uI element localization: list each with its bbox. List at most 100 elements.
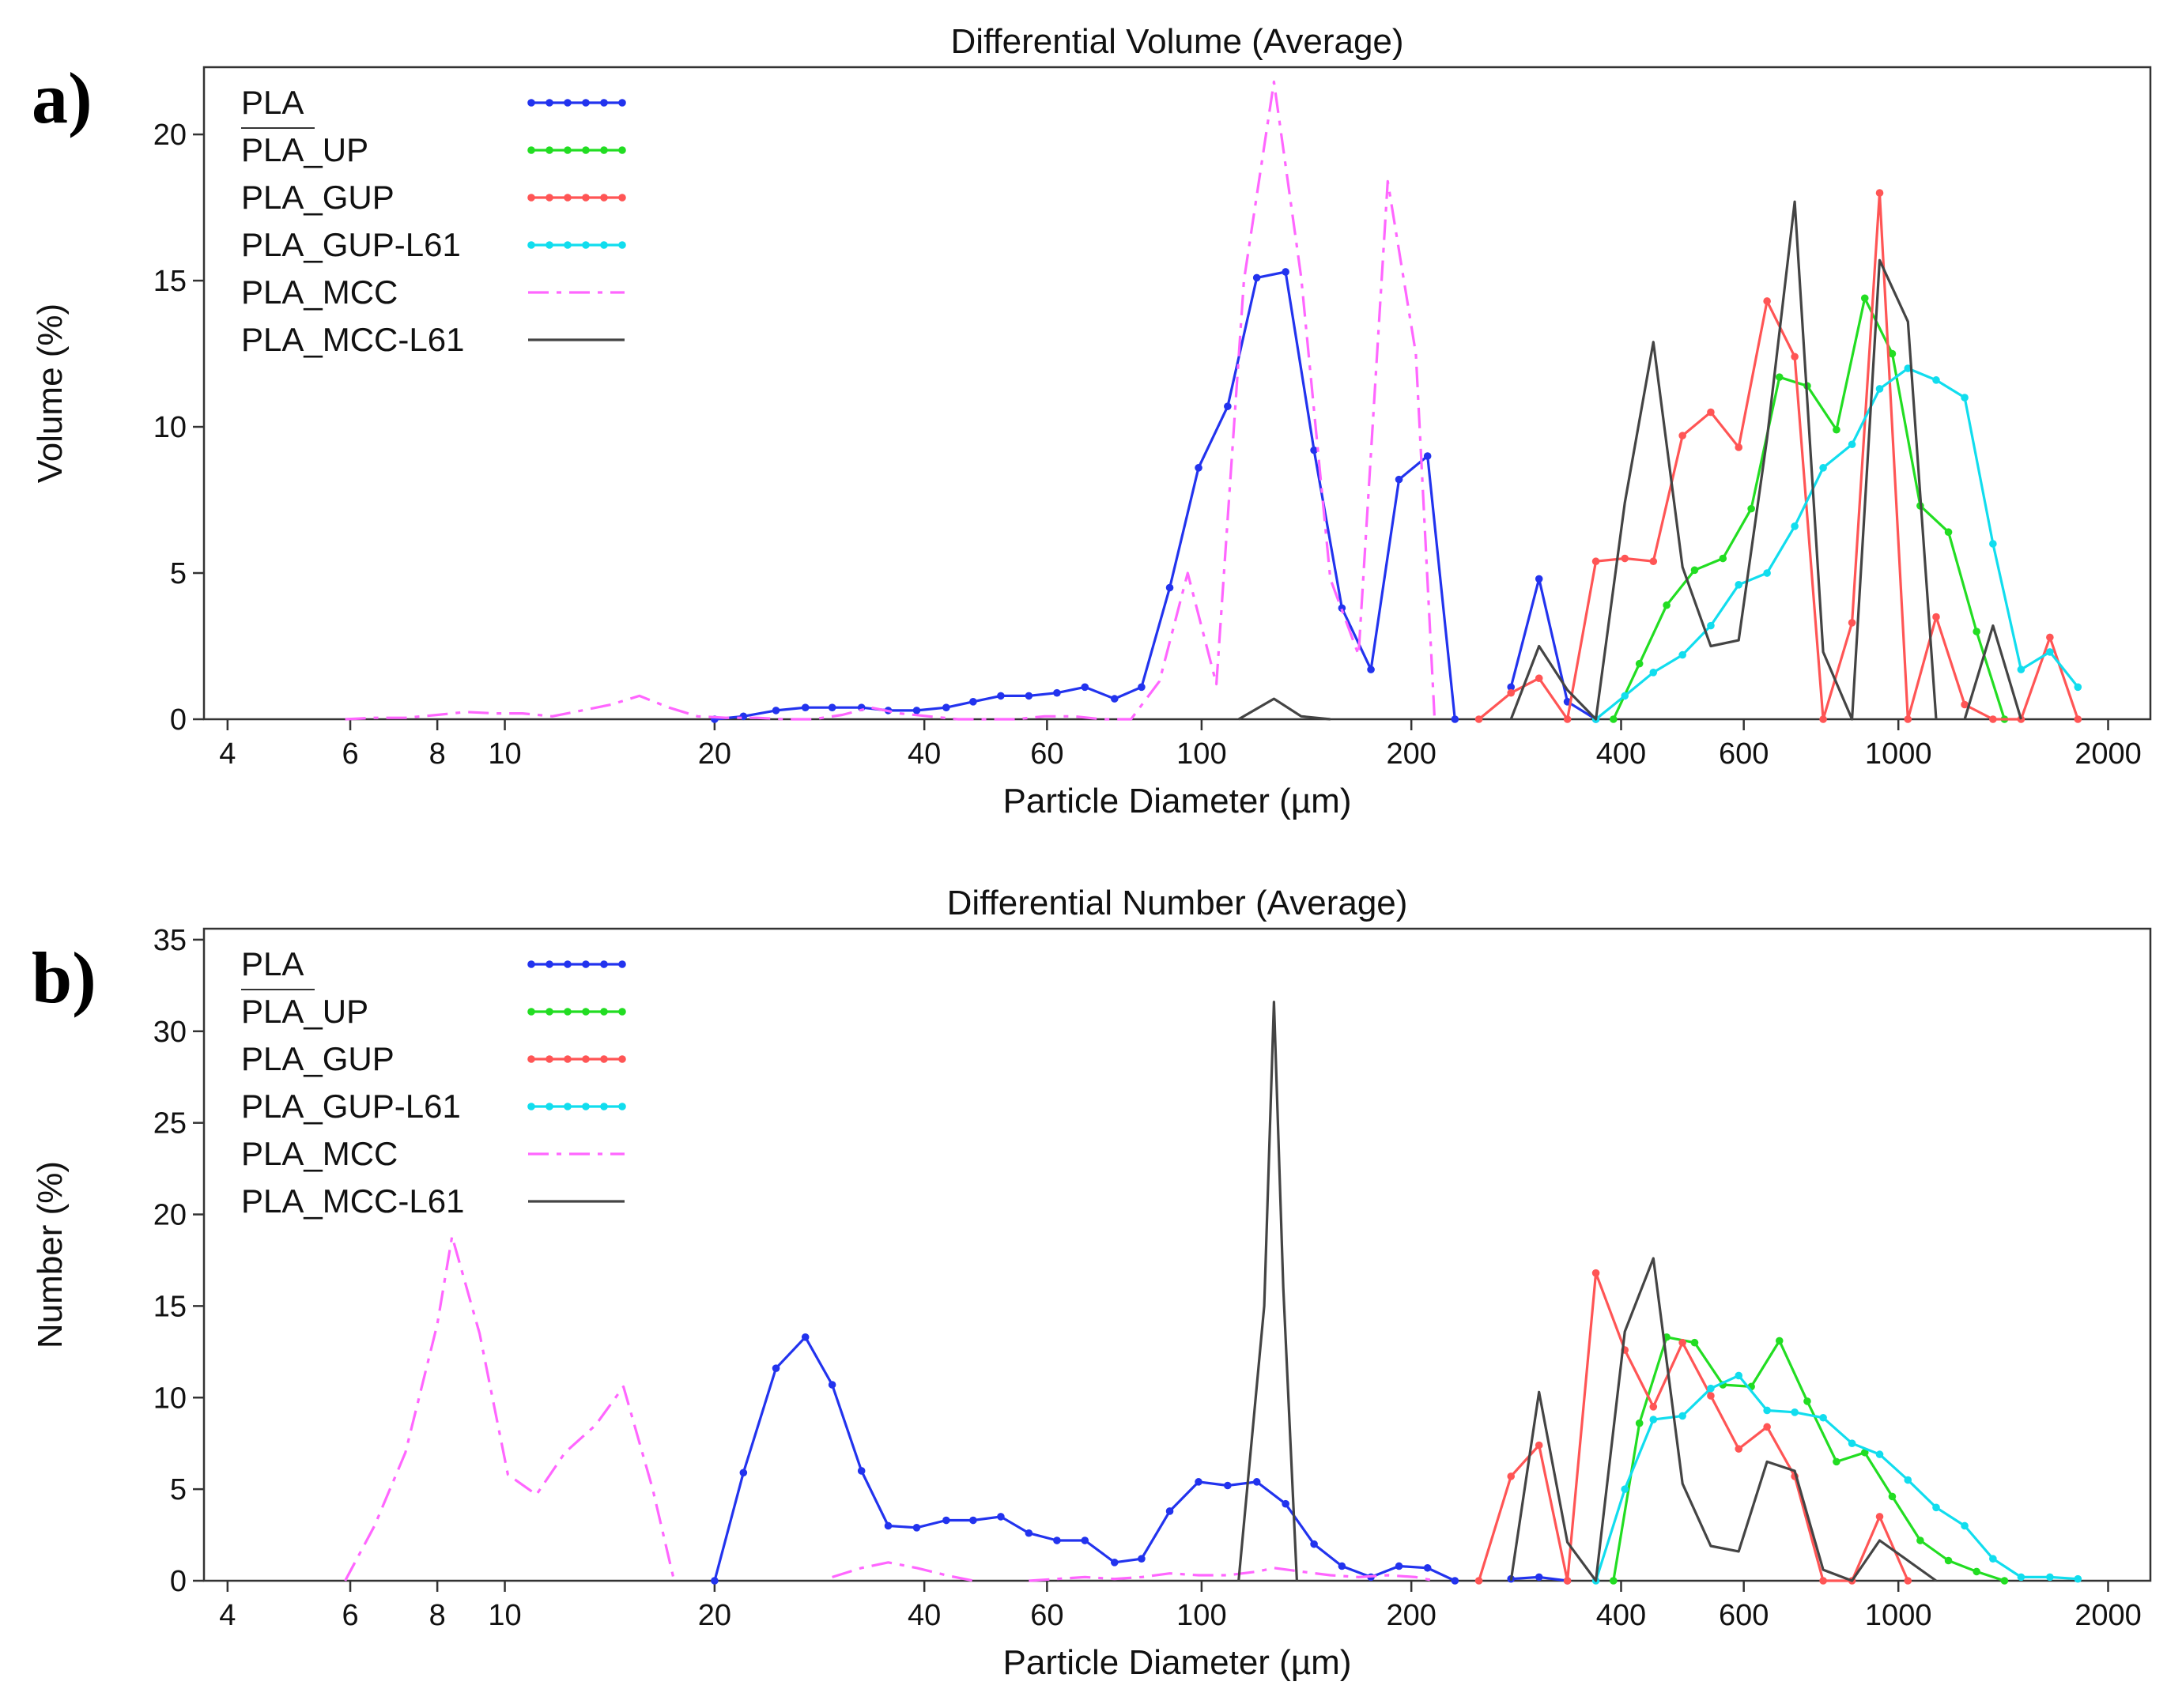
x-tick-label: 200 [1386,737,1436,771]
data-point-pla_gup [1649,1403,1658,1411]
data-point-pla_up [1635,659,1644,668]
series-line-pla_mcc [1029,1567,1435,1582]
x-tick-label: 10 [488,737,521,771]
data-point-pla_gup [1763,297,1771,305]
data-point-pla_gup [1904,715,1912,723]
plot-area-frame [202,927,2152,1582]
legend-swatch-marker [564,241,572,249]
legend-label: PLA_GUP [241,1040,395,1077]
x-tick-label: 8 [429,1599,446,1632]
data-point-pla [1224,402,1232,410]
y-tick-label: 5 [170,1473,187,1506]
data-point-pla_gup [1819,715,1827,723]
data-point-pla [1110,695,1119,703]
data-point-pla_gup-l61 [1621,1485,1629,1493]
legend-swatch-marker [527,1103,535,1110]
legend-swatch-marker [564,1103,572,1110]
legend-swatch-marker [546,1055,553,1063]
legend-swatch-marker [527,99,535,107]
data-point-pla_gup [1678,1338,1686,1347]
legend-swatch-marker [600,241,608,249]
legend-swatch-marker [546,1103,553,1110]
data-point-pla_up [1833,1457,1840,1466]
legend-swatch-marker [618,1103,626,1110]
legend-swatch-marker [618,960,626,968]
y-tick-label: 0 [170,703,187,737]
legend-swatch-marker [618,241,626,249]
data-point-pla [1367,665,1375,673]
x-tick-label: 600 [1719,1599,1769,1632]
legend-swatch-marker [618,1008,626,1016]
data-point-pla [884,1521,893,1530]
series-line-pla_up [1612,1336,2005,1582]
data-point-pla [1423,1563,1432,1572]
data-point-pla [1138,683,1146,692]
data-point-pla [1195,464,1202,472]
legend-swatch-marker [527,146,535,154]
y-tick-label: 35 [153,924,187,957]
series-line-pla_gup-l61 [1595,367,2079,721]
x-axis-label: Particle Diameter (µm) [1003,782,1352,820]
data-point-pla_up [1888,1492,1897,1501]
series-line-pla_mcc [344,1235,676,1582]
data-point-pla_up [1888,349,1897,358]
data-point-pla_gup-l61 [2017,1573,2025,1582]
data-point-pla_gup-l61 [1961,1521,1969,1530]
data-point-pla_gup-l61 [1707,1384,1715,1393]
legend-label: PLA [241,945,304,982]
x-tick-label: 2000 [2075,1599,2142,1632]
data-point-pla_up [1833,425,1840,434]
data-point-pla_gup-l61 [1848,1439,1856,1447]
data-point-pla_gup [1507,688,1516,697]
legend-swatch-marker [564,194,572,202]
data-point-pla [912,707,921,714]
x-tick-label: 6 [342,737,358,771]
data-point-pla_up [1635,1419,1644,1427]
x-tick-label: 10 [488,1599,521,1632]
legend-label: PLA_GUP-L61 [241,1088,461,1125]
data-point-pla_gup-l61 [1819,1413,1827,1422]
data-point-pla_gup-l61 [1735,1371,1743,1380]
data-point-pla_up [1609,1577,1618,1585]
data-point-pla [772,707,780,714]
data-point-pla [1053,688,1061,697]
legend-swatch-marker [564,1055,572,1063]
y-tick-label: 15 [153,1290,187,1323]
data-point-pla [1395,475,1403,484]
data-point-pla [801,1333,810,1341]
y-axis-label: Number (%) [31,1161,70,1348]
data-point-pla_up [1916,1536,1924,1544]
legend-swatch-marker [564,960,572,968]
data-point-pla [1165,583,1174,592]
data-point-pla_gup-l61 [1848,440,1856,449]
data-point-pla [1138,1555,1146,1563]
legend-label: PLA_UP [241,993,368,1030]
data-point-pla [1535,1573,1543,1582]
series-line-pla_mcc-l61 [1963,624,2022,720]
data-point-pla_up [1973,628,1980,635]
data-point-pla [1025,1529,1033,1537]
data-point-pla_gup [1875,1513,1884,1521]
data-point-pla [912,1523,921,1532]
series-group [345,80,2082,723]
y-tick-label: 20 [153,1199,187,1232]
legend-swatch-marker [527,1055,535,1063]
data-point-pla [1252,273,1261,282]
data-point-pla_gup [1507,1472,1516,1480]
legend-swatch-marker [582,194,590,202]
series-line-pla_mcc-l61 [1237,1001,1298,1582]
legend-swatch-marker [600,960,608,968]
legend-swatch-marker [527,194,535,202]
panel-label: b) [32,937,96,1018]
data-point-pla_gup [1591,1269,1600,1277]
legend-label: PLA_MCC-L61 [241,321,464,358]
legend-swatch-marker [582,99,590,107]
data-point-pla [1165,1507,1174,1515]
data-point-pla_up [1690,1338,1699,1347]
legend-swatch-marker [527,241,535,249]
legend-swatch-marker [618,194,626,202]
data-point-pla_gup [2046,633,2054,642]
x-tick-label: 60 [1030,1599,1063,1632]
data-point-pla [772,1364,780,1372]
data-point-pla_gup [1649,557,1658,566]
